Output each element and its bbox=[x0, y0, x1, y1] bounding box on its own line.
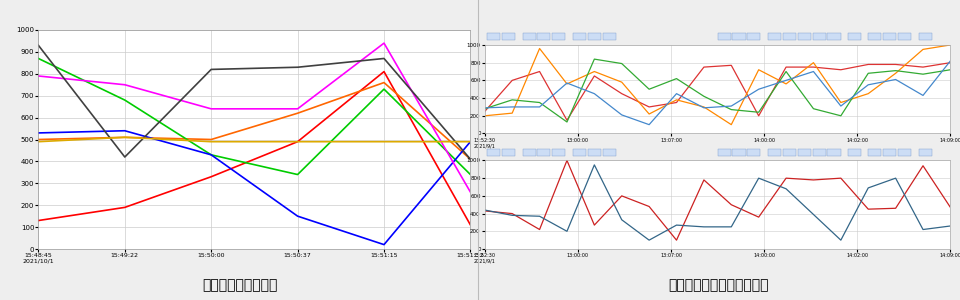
Bar bbox=[588, 33, 601, 40]
Bar bbox=[848, 148, 861, 156]
Bar bbox=[732, 148, 746, 156]
Bar bbox=[899, 33, 911, 40]
Bar bbox=[502, 148, 516, 156]
Bar bbox=[869, 33, 881, 40]
Bar bbox=[812, 33, 826, 40]
Text: 複数の計測ポイントの監視: 複数の計測ポイントの監視 bbox=[668, 278, 768, 292]
Bar bbox=[748, 148, 760, 156]
Bar bbox=[899, 148, 911, 156]
Bar bbox=[919, 148, 932, 156]
Bar bbox=[798, 33, 810, 40]
Bar bbox=[603, 148, 615, 156]
Bar bbox=[812, 148, 826, 156]
Bar bbox=[828, 33, 841, 40]
Bar bbox=[828, 148, 841, 156]
Bar bbox=[552, 148, 565, 156]
Bar bbox=[573, 148, 586, 156]
Bar bbox=[732, 33, 746, 40]
Bar bbox=[718, 148, 731, 156]
Bar bbox=[487, 148, 500, 156]
Bar bbox=[718, 33, 731, 40]
Bar bbox=[502, 33, 516, 40]
Bar bbox=[588, 148, 601, 156]
Bar bbox=[552, 33, 565, 40]
Text: トレンドグラフ画面: トレンドグラフ画面 bbox=[203, 278, 277, 292]
Bar bbox=[487, 33, 500, 40]
Bar bbox=[748, 33, 760, 40]
Bar bbox=[522, 148, 536, 156]
Bar bbox=[573, 33, 586, 40]
Bar bbox=[782, 33, 796, 40]
Bar bbox=[848, 33, 861, 40]
Bar bbox=[883, 148, 897, 156]
Bar bbox=[869, 148, 881, 156]
Bar bbox=[919, 33, 932, 40]
Bar bbox=[603, 33, 615, 40]
Bar bbox=[538, 33, 550, 40]
Bar bbox=[768, 148, 780, 156]
Bar bbox=[883, 33, 897, 40]
Bar bbox=[768, 33, 780, 40]
Bar bbox=[782, 148, 796, 156]
Bar bbox=[798, 148, 810, 156]
Bar bbox=[538, 148, 550, 156]
Bar bbox=[522, 33, 536, 40]
